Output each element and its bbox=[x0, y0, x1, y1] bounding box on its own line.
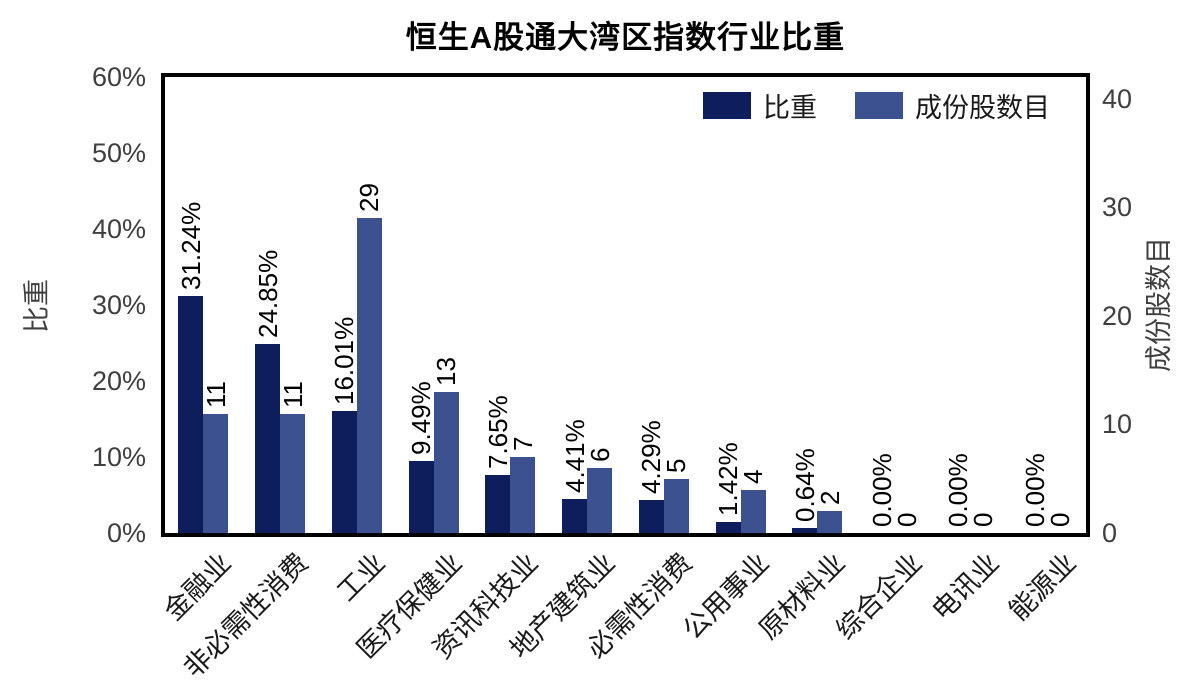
bar-value-label-count: 7 bbox=[507, 436, 538, 451]
bar-count bbox=[663, 478, 689, 533]
bar-value-label-weight: 4.41% bbox=[559, 419, 590, 494]
x-axis-label: 电讯业 bbox=[926, 547, 1005, 627]
bar-value-label-count: 0 bbox=[968, 512, 999, 527]
y-axis-left-tick: 60% bbox=[91, 62, 146, 92]
legend: 比重 成份股数目 bbox=[703, 86, 1050, 125]
y-axis-left-tick: 0% bbox=[106, 518, 146, 548]
y-axis-left-tick: 30% bbox=[91, 290, 146, 320]
legend-item: 成份股数目 bbox=[855, 86, 1050, 125]
bar-weight bbox=[638, 500, 664, 533]
legend-label: 比重 bbox=[763, 93, 817, 123]
bar-value-label-weight: 7.65% bbox=[482, 395, 513, 469]
x-axis-label: 工业 bbox=[331, 547, 391, 607]
bar-count bbox=[510, 457, 536, 533]
bar-value-label-count: 11 bbox=[277, 380, 308, 408]
y-axis-right-tick: 40 bbox=[1102, 83, 1133, 114]
bar-weight bbox=[792, 528, 818, 533]
bar-value-label-count: 4 bbox=[738, 469, 769, 484]
y-axis-right-title: 成份股数目 bbox=[1144, 237, 1174, 372]
bar-value-label-count: 11 bbox=[200, 380, 231, 408]
bar-value-label-count: 13 bbox=[431, 356, 462, 386]
bar-count bbox=[203, 413, 229, 533]
bar-weight bbox=[715, 522, 741, 533]
bar-value-label-count: 0 bbox=[891, 512, 922, 527]
bar-value-label-weight: 24.85% bbox=[252, 249, 283, 339]
bar-count bbox=[587, 467, 613, 533]
y-axis-left-tick: 40% bbox=[91, 214, 146, 244]
bar-weight bbox=[331, 411, 357, 533]
y-axis-right-tick: 30 bbox=[1102, 192, 1133, 223]
legend-swatch bbox=[855, 92, 903, 119]
bar-value-label-count: 5 bbox=[661, 458, 692, 473]
chart-title: 恒生A股通大湾区指数行业比重 bbox=[405, 20, 846, 55]
y-axis-right-tick: 10 bbox=[1102, 409, 1133, 440]
y-axis-left-tick: 50% bbox=[91, 138, 146, 168]
y-axis-left-tick: 10% bbox=[91, 442, 146, 472]
bar-value-label-weight: 9.49% bbox=[406, 381, 437, 455]
bar-weight bbox=[562, 499, 588, 533]
plot-frame bbox=[161, 73, 1090, 537]
bar-weight bbox=[178, 295, 204, 533]
legend-label: 成份股数目 bbox=[915, 93, 1050, 123]
bar-value-label-count: 6 bbox=[584, 447, 615, 462]
bar-value-label-count: 2 bbox=[814, 490, 845, 506]
bar-value-label-weight: 0.64% bbox=[789, 448, 820, 523]
bar-count bbox=[356, 218, 382, 533]
bar-value-label-weight: 4.29% bbox=[636, 420, 667, 495]
bar-value-label-count: 0 bbox=[1045, 512, 1076, 527]
bar-count bbox=[740, 489, 766, 533]
legend-swatch bbox=[703, 92, 751, 119]
y-axis-left-tick: 20% bbox=[91, 366, 146, 396]
y-axis-left-title: 比重 bbox=[22, 279, 52, 333]
legend-item: 比重 bbox=[703, 86, 817, 125]
y-axis-right-tick: 0 bbox=[1102, 518, 1118, 548]
bar-count bbox=[280, 413, 306, 533]
bar-value-label-weight: 0.00% bbox=[866, 453, 897, 527]
bar-value-label-count: 29 bbox=[354, 183, 385, 213]
bar-count bbox=[433, 391, 459, 533]
bar-weight bbox=[408, 460, 434, 533]
bar-count bbox=[817, 511, 843, 533]
y-axis-right-tick: 20 bbox=[1102, 300, 1133, 331]
x-axis-label: 能源业 bbox=[1002, 547, 1082, 627]
bar-weight bbox=[255, 344, 281, 533]
bar-weight bbox=[485, 474, 511, 533]
bar-value-label-weight: 16.01% bbox=[329, 317, 360, 406]
bar-value-label-weight: 31.24% bbox=[175, 201, 206, 290]
